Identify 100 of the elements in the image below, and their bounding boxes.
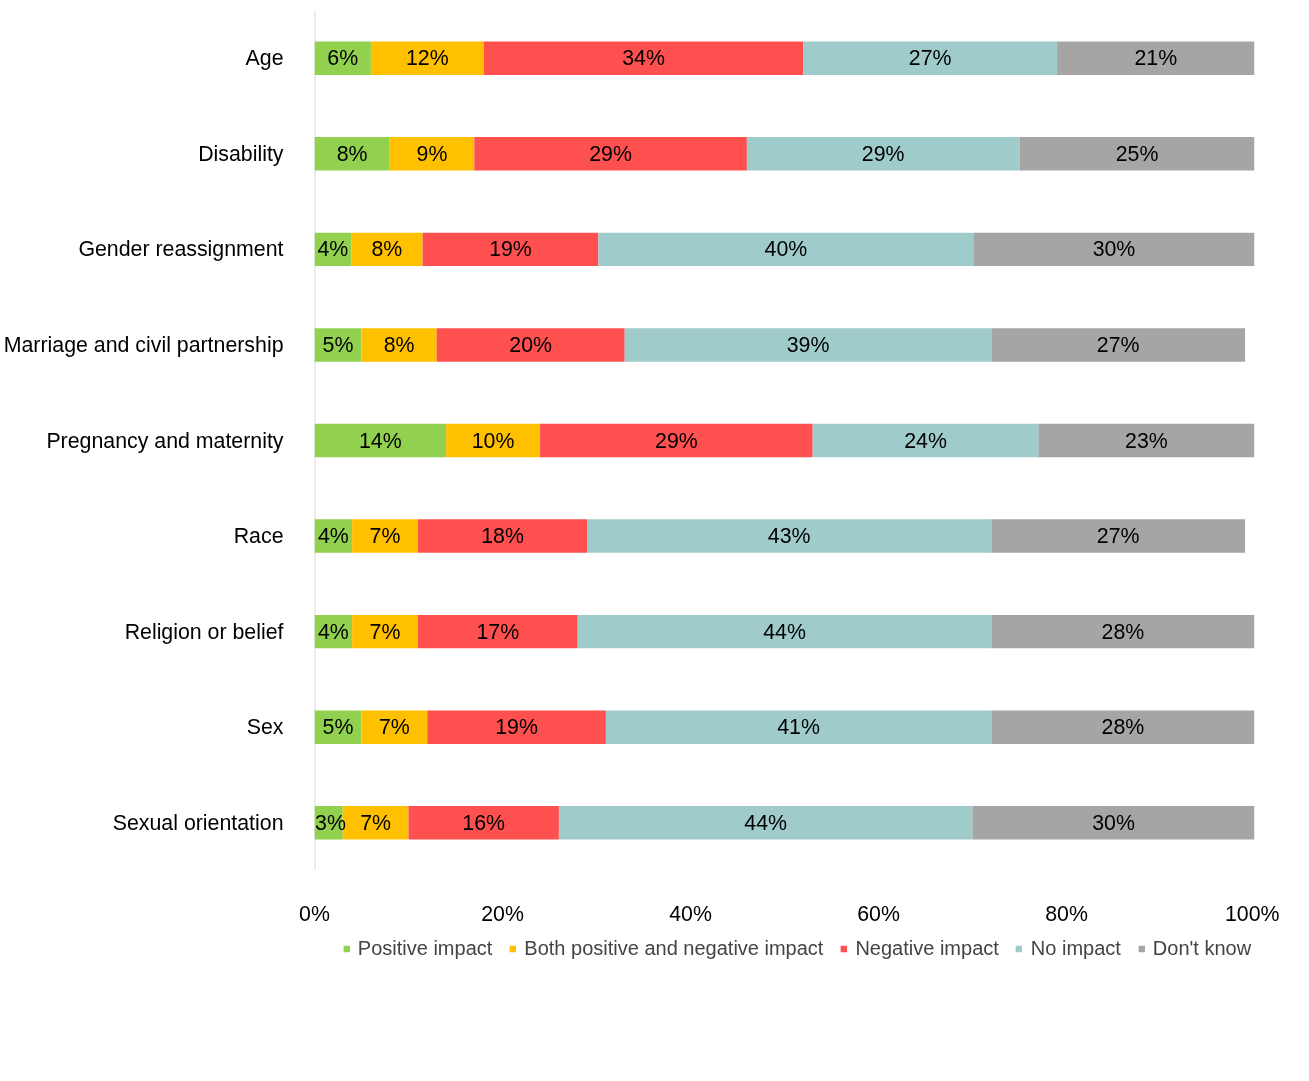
legend-label: Don't know (1152, 936, 1252, 960)
data-label: 27% (908, 46, 952, 71)
bar (972, 806, 1255, 840)
data-label: 7% (360, 810, 392, 835)
bar (558, 806, 973, 840)
bar (389, 137, 475, 171)
data-label: 4% (317, 619, 349, 644)
bar (314, 137, 390, 171)
bar (812, 423, 1039, 458)
legend-label: Negative impact (855, 936, 999, 960)
data-label: 34% (622, 46, 665, 71)
bar (417, 614, 578, 649)
bar (746, 137, 1020, 171)
y-tick-label: Sexual orientation (112, 810, 284, 835)
data-label: 28% (1101, 619, 1145, 644)
data-label: 10% (471, 428, 515, 453)
bar (605, 710, 992, 744)
data-label: 17% (476, 619, 520, 644)
bar (474, 137, 747, 171)
bar (370, 41, 484, 75)
bar (598, 232, 974, 267)
data-label: 6% (327, 46, 359, 71)
y-tick-label: Religion or belief (124, 619, 284, 644)
data-label: 19% (495, 715, 538, 740)
data-label: 28% (1101, 715, 1145, 740)
legend-label: No impact (1030, 936, 1121, 960)
data-label: 9% (416, 141, 448, 166)
bar (352, 519, 418, 553)
data-label: 8% (371, 237, 403, 262)
bar (352, 614, 418, 649)
data-label: 21% (1134, 46, 1178, 71)
bar (1057, 41, 1255, 75)
bar (422, 232, 599, 267)
bar (408, 806, 559, 840)
data-label: 44% (744, 810, 788, 835)
y-tick-label: Pregnancy and maternity (46, 428, 284, 453)
data-label: 25% (1115, 141, 1159, 166)
data-label: 5% (322, 715, 354, 740)
bar (991, 710, 1255, 744)
data-label: 14% (358, 428, 402, 453)
data-label: 4% (317, 524, 349, 549)
data-label: 27% (1096, 332, 1140, 357)
bar (436, 328, 625, 362)
y-tick-label: Marriage and civil partnership (3, 332, 284, 357)
bar (1038, 423, 1255, 458)
data-label: 18% (481, 524, 524, 549)
bar (991, 328, 1246, 362)
data-label: 29% (589, 141, 632, 166)
y-tick-label: Gender reassignment (78, 237, 284, 262)
data-label: 43% (767, 524, 811, 549)
y-tick-label: Disability (198, 141, 284, 166)
data-label: 8% (336, 141, 368, 166)
x-tick-label: 40% (669, 901, 712, 926)
legend-label: Both positive and negative impact (524, 936, 824, 960)
bar (577, 614, 992, 649)
x-tick-label: 100% (1224, 901, 1280, 926)
data-label: 3% (315, 810, 346, 835)
bar (587, 519, 992, 553)
data-label: 40% (764, 237, 808, 262)
data-label: 44% (763, 619, 806, 644)
x-tick-label: 20% (481, 901, 524, 926)
bar (803, 41, 1058, 75)
bar (624, 328, 992, 362)
bar (361, 328, 437, 362)
y-tick-label: Race (233, 524, 284, 549)
data-label: 29% (655, 428, 698, 453)
bar (361, 710, 428, 744)
data-label: 4% (317, 237, 349, 262)
bar (991, 519, 1246, 553)
bar (314, 423, 447, 458)
x-tick-label: 60% (857, 901, 900, 926)
legend-label: Positive impact (357, 936, 493, 960)
x-tick-label: 80% (1045, 901, 1088, 926)
data-label: 7% (369, 524, 401, 549)
data-label: 27% (1096, 524, 1140, 549)
y-tick-label: Sex (246, 715, 284, 740)
data-label: 30% (1092, 810, 1135, 835)
data-label: 12% (405, 46, 449, 71)
bar (417, 519, 588, 553)
y-tick-label: Age (245, 46, 284, 71)
bar (973, 232, 1255, 267)
data-label: 7% (369, 619, 401, 644)
data-label: 5% (322, 332, 354, 357)
data-label: 24% (904, 428, 947, 453)
data-label: 8% (383, 332, 415, 357)
data-label: 30% (1092, 237, 1136, 262)
data-label: 20% (509, 332, 553, 357)
data-label: 16% (462, 810, 506, 835)
data-label: 7% (378, 715, 410, 740)
bar (991, 614, 1255, 649)
bar (540, 423, 813, 458)
x-tick-label: 0% (299, 901, 330, 926)
data-label: 29% (861, 141, 905, 166)
bar (483, 41, 804, 75)
bar (427, 710, 606, 744)
data-label: 41% (777, 715, 820, 740)
bar (1019, 137, 1255, 171)
data-label: 23% (1125, 428, 1168, 453)
data-label: 19% (489, 237, 532, 262)
data-label: 39% (786, 332, 830, 357)
